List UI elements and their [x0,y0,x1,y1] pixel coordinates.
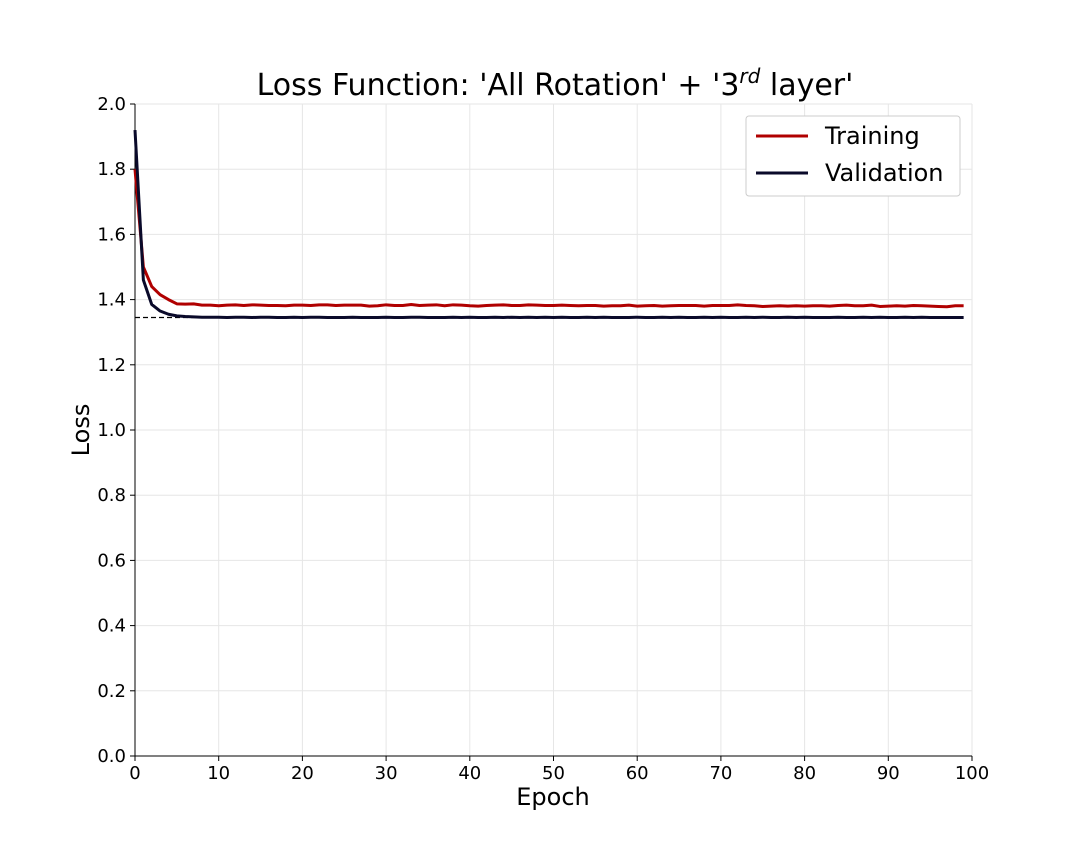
y-tick-label: 1.2 [97,355,126,376]
x-tick-label: 20 [291,763,314,784]
x-tick-label: 60 [626,763,649,784]
chart-title-prefix: Loss Function: 'All Rotation' + '3 [257,68,740,103]
y-axis-ticks: 0.0 0.2 0.4 0.6 0.8 1.0 1.2 1.4 1.6 1.8 2.0 [97,94,135,767]
x-tick-label: 80 [793,763,816,784]
y-tick-label: 0.4 [97,616,126,637]
x-axis-ticks: 0 10 20 30 40 50 60 70 80 90 100 [129,756,989,784]
y-tick-label: 1.6 [97,224,126,245]
legend: Training Validation [745,115,961,197]
y-tick-label: 0.6 [97,550,126,571]
legend-label-validation: Validation [825,159,944,187]
y-tick-label: 0.0 [97,746,126,767]
y-axis-label: Loss [67,404,95,457]
y-tick-label: 1.0 [97,420,126,441]
x-tick-label: 90 [877,763,900,784]
x-tick-label: 30 [375,763,398,784]
y-tick-label: 0.2 [97,681,126,702]
x-tick-label: 70 [709,763,732,784]
x-tick-label: 0 [129,763,140,784]
grid [134,103,973,757]
series-line-training [133,169,964,309]
y-tick-label: 1.8 [97,159,126,180]
chart-title-suffix: layer' [760,68,853,103]
y-tick-label: 1.4 [97,290,126,311]
y-tick-label: 2.0 [97,94,126,115]
x-axis-label: Epoch [516,783,590,811]
x-tick-label: 10 [207,763,230,784]
x-tick-label: 100 [955,763,989,784]
x-tick-label: 50 [542,763,565,784]
chart-title-superscript: rd [739,64,760,88]
y-tick-label: 0.8 [97,485,126,506]
legend-label-training: Training [824,122,920,150]
x-tick-label: 40 [458,763,481,784]
chart-title: Loss Function: 'All Rotation' + '3rd lay… [257,64,854,103]
series-layer [133,129,964,320]
series-line-validation [133,129,964,320]
